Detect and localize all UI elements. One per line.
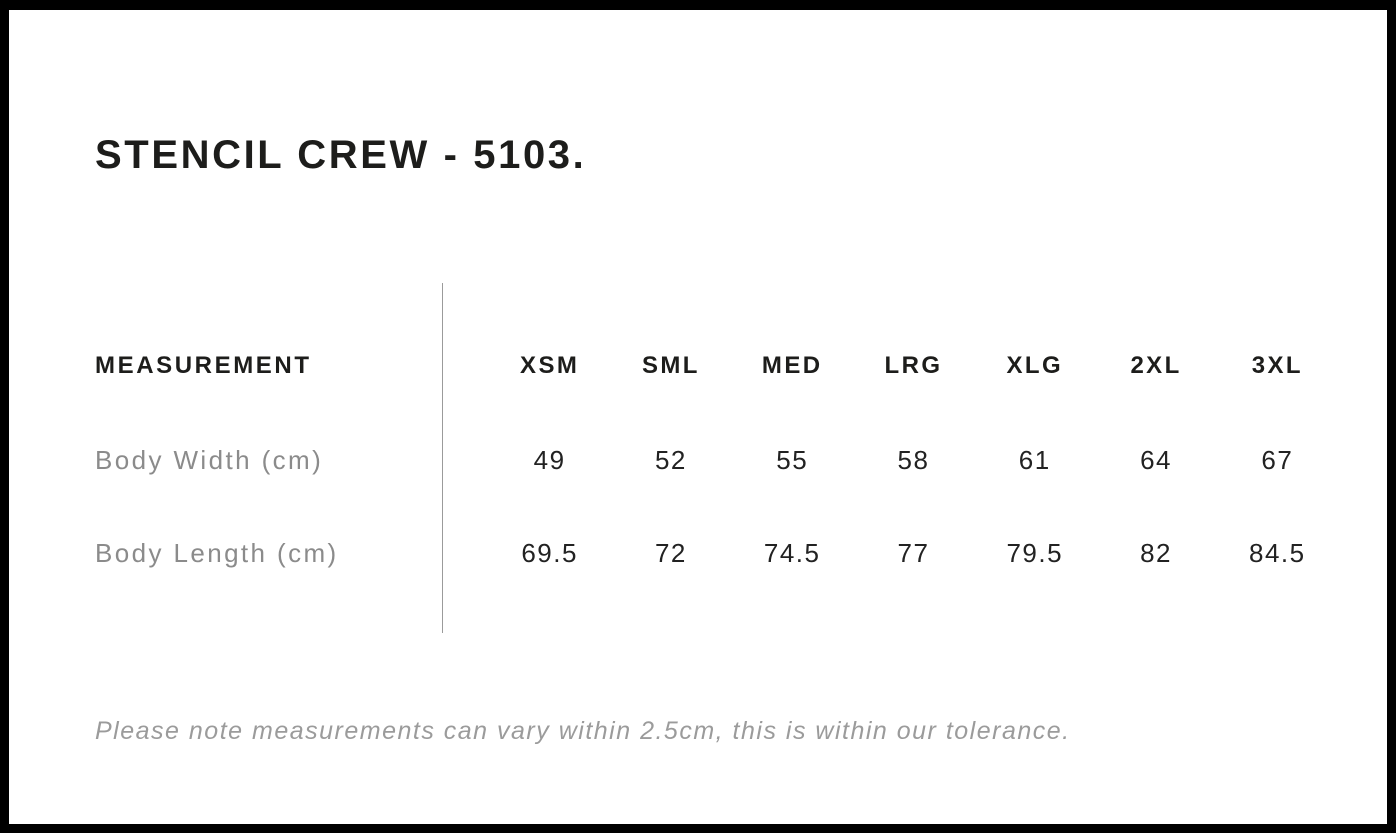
- table-cell: 72: [654, 537, 687, 568]
- table-header-row: MEASUREMENT XSM SML MED LRG XLG 2XL 3XL: [95, 352, 1338, 380]
- row-label-body-length: Body Length (cm): [95, 537, 339, 568]
- column-header-lrg: LRG: [884, 352, 943, 379]
- table-cell: 74.5: [763, 537, 821, 568]
- row-label-body-width: Body Width (cm): [95, 444, 324, 475]
- table-cell: 67: [1261, 444, 1294, 475]
- table-cell: 58: [897, 444, 930, 475]
- table-cell: 77: [897, 537, 930, 568]
- column-header-xsm: XSM: [520, 352, 580, 379]
- table-cell: 61: [1018, 444, 1051, 475]
- column-header-sml: SML: [641, 352, 700, 379]
- column-header-xlg: XLG: [1006, 352, 1064, 379]
- page-title: STENCIL CREW - 5103.: [95, 132, 587, 177]
- size-chart-table: MEASUREMENT XSM SML MED LRG XLG 2XL 3XL …: [95, 283, 1338, 633]
- table-row-body-width: Body Width (cm) 49 52 55 58 61 64 67: [95, 444, 1338, 476]
- table-cell: 52: [654, 444, 687, 475]
- table-cell: 64: [1140, 444, 1172, 475]
- column-header-3xl: 3XL: [1251, 352, 1303, 379]
- table-cell: 69.5: [521, 537, 578, 568]
- table-cell: 82: [1140, 537, 1172, 568]
- table-cell: 49: [533, 444, 566, 475]
- body-width-cells: 49 52 55 58 61 64 67: [442, 445, 1338, 476]
- measurement-column-header: MEASUREMENT: [95, 352, 312, 379]
- table-row-body-length: Body Length (cm) 69.5 72 74.5 77 79.5 82…: [95, 537, 1338, 569]
- tolerance-note: Please note measurements can vary within…: [95, 717, 1071, 745]
- table-cell: 79.5: [1006, 537, 1064, 568]
- body-length-cells: 69.5 72 74.5 77 79.5 82 84.5: [442, 538, 1338, 569]
- table-cell: 55: [776, 444, 809, 475]
- table-divider: [442, 283, 443, 633]
- size-header-cells: XSM SML MED LRG XLG 2XL 3XL: [442, 352, 1338, 380]
- column-header-med: MED: [761, 352, 823, 379]
- column-header-2xl: 2XL: [1130, 352, 1182, 379]
- table-cell: 84.5: [1249, 537, 1306, 568]
